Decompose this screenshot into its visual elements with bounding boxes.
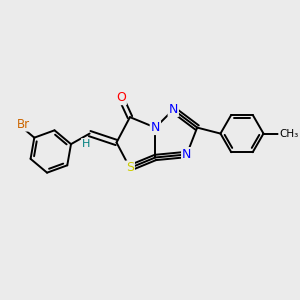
Text: S: S	[126, 161, 134, 174]
Text: H: H	[82, 139, 90, 149]
Text: N: N	[169, 103, 178, 116]
Text: N: N	[151, 121, 160, 134]
Text: O: O	[116, 91, 126, 104]
Text: CH₃: CH₃	[279, 129, 298, 139]
Text: N: N	[182, 148, 191, 161]
Text: Br: Br	[17, 118, 30, 130]
